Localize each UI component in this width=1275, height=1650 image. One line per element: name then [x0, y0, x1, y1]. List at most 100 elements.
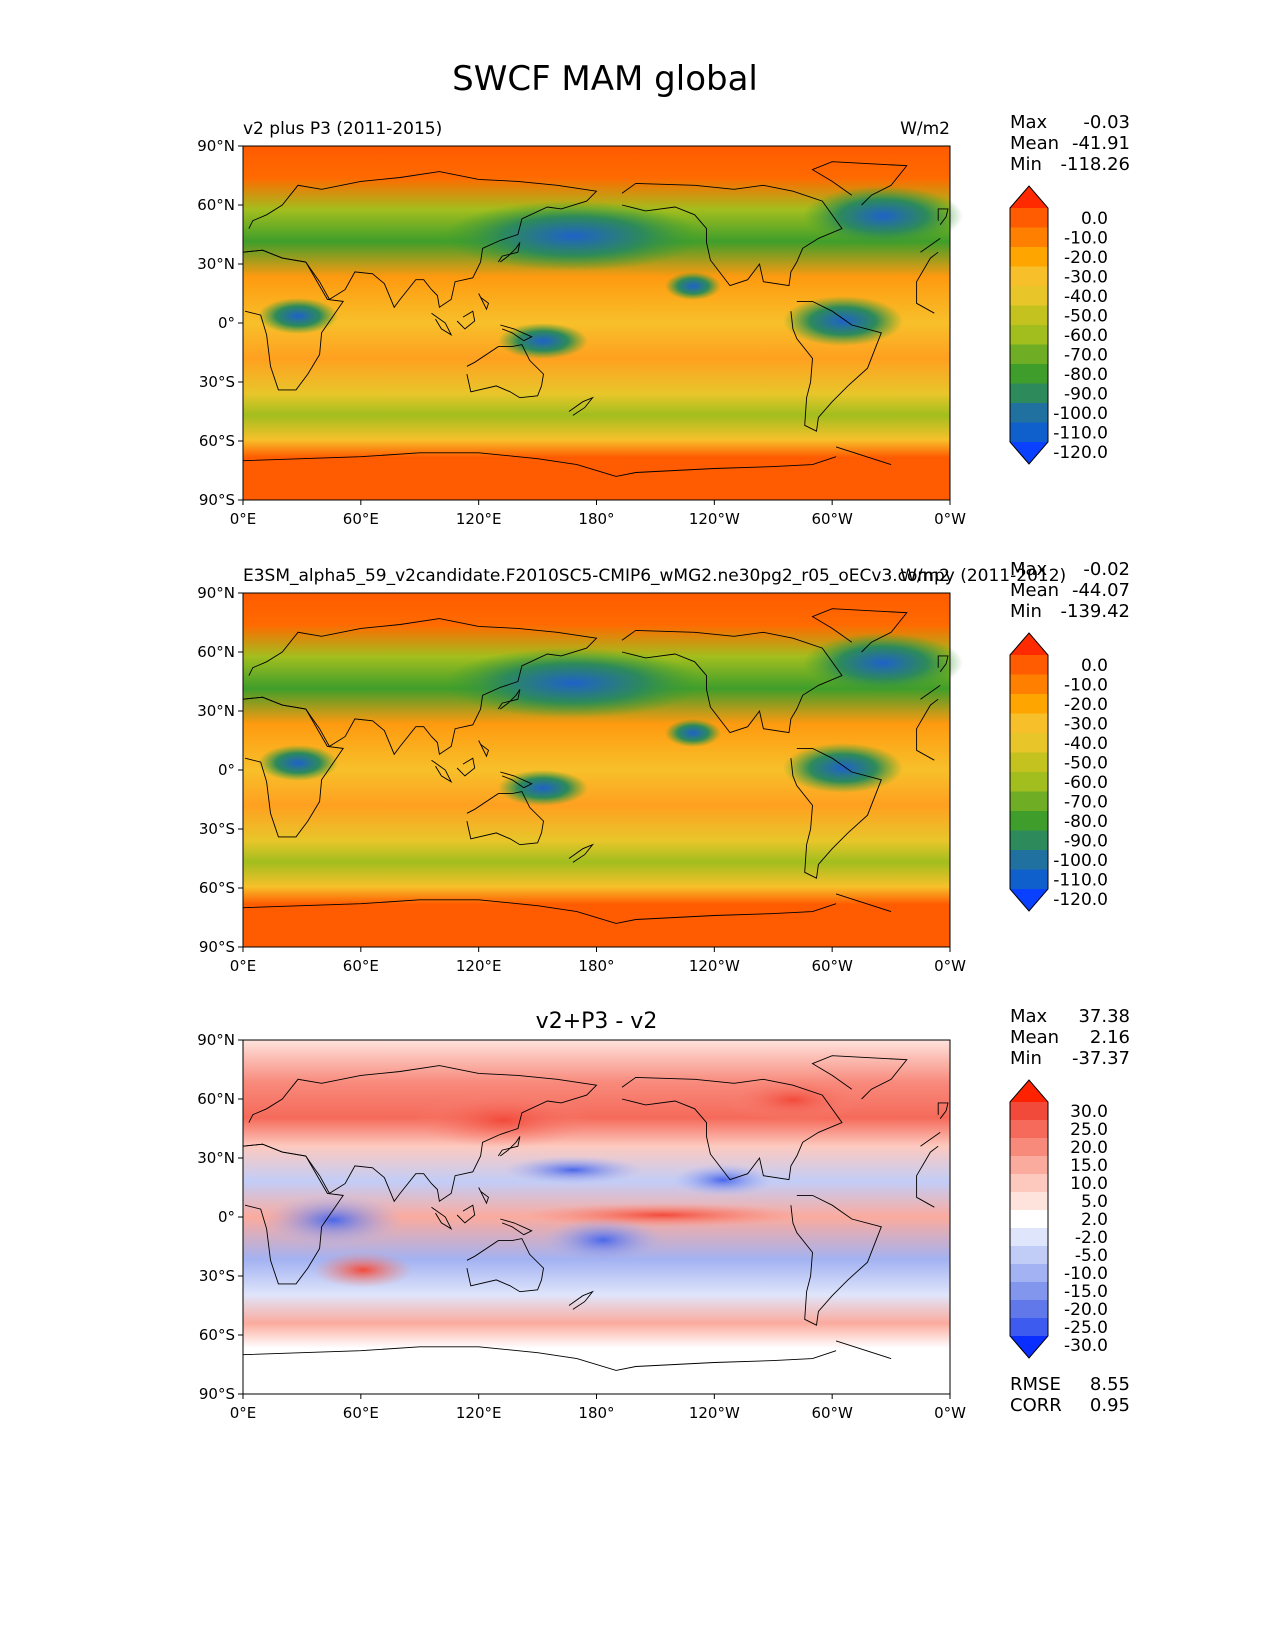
x-tick-label: 60°W [811, 1404, 853, 1422]
colorbar-tick-label: 20.0 [1070, 1138, 1108, 1158]
colorbar-frame [1009, 632, 1049, 912]
field-feature [665, 272, 721, 300]
colorbar-swatch [1010, 713, 1048, 734]
stat-label-mean: Mean [1010, 580, 1059, 601]
y-tick-label: 90°S [199, 1385, 235, 1403]
colorbar-swatch [1010, 1210, 1048, 1229]
y-tick-label: 30°S [199, 373, 235, 391]
colorbar-tick-label: -80.0 [1064, 812, 1108, 832]
colorbar-tick-label: 0.0 [1081, 656, 1108, 676]
coastline [790, 747, 882, 879]
colorbar-extend-bottom [1010, 889, 1048, 911]
coastline [242, 446, 892, 477]
coastline [466, 1238, 544, 1293]
field-feature [543, 1218, 663, 1262]
field-feature [665, 719, 721, 747]
colorbar-swatch [1010, 286, 1048, 306]
map-panel-test: 0°E 60°E 120°E 180° 120°W 60°W 0°W 90°N 60°N 30°N… [197, 112, 1130, 528]
colorbar-swatch [1010, 869, 1048, 890]
colorbar-swatch [1010, 1174, 1048, 1193]
coastline [811, 608, 908, 653]
colorbar-tick-label: -120.0 [1053, 890, 1108, 910]
coastline [621, 1076, 843, 1181]
colorbar-swatch [1010, 325, 1048, 345]
colorbar-swatch [1010, 772, 1048, 792]
stat-value-mean: 2.16 [1090, 1027, 1130, 1048]
colorbar-swatch [1010, 1246, 1048, 1265]
colorbar-tick-label: 2.0 [1081, 1210, 1108, 1230]
colorbar-tick-label: 5.0 [1081, 1192, 1108, 1212]
y-tick-label: 0° [218, 1208, 235, 1226]
field-feature [783, 743, 903, 793]
x-tick-label: 120°W [689, 510, 740, 528]
x-tick-label: 120°W [689, 1404, 740, 1422]
y-tick-label: 60°S [199, 879, 235, 897]
y-tick-label: 60°N [197, 1090, 235, 1108]
coastline [937, 1102, 949, 1119]
coastline [811, 1055, 908, 1100]
colorbar-swatch [1010, 830, 1048, 851]
colorbar-swatch [1010, 227, 1048, 248]
map-panel-reference: 0°E 60°E 120°E 180° 120°W 60°W 0°W 90°N 60°N 30°N… [197, 559, 1130, 975]
colorbar-swatch [1010, 1228, 1048, 1247]
colorbar-tick-label: -10.0 [1064, 675, 1108, 695]
colorbar-tick-label: -90.0 [1064, 384, 1108, 404]
x-tick-label: 120°E [456, 510, 502, 528]
colorbar-swatch [1010, 1138, 1048, 1157]
y-tick-label: 30°N [197, 255, 235, 273]
colorbar-tick-label: -40.0 [1064, 287, 1108, 307]
field-feature [258, 745, 338, 781]
coastline [811, 161, 908, 206]
coastline [466, 791, 544, 846]
colorbar-tick-label: -10.0 [1064, 1264, 1108, 1284]
colorbar-swatch [1010, 247, 1048, 267]
colorbar-tick-label: -25.0 [1064, 1318, 1108, 1338]
rmse-label: RMSE [1010, 1374, 1061, 1395]
field-feature [263, 1195, 403, 1245]
colorbar-swatch [1010, 1300, 1048, 1319]
colorbar-extend-bottom [1010, 442, 1048, 464]
coastline [497, 689, 521, 710]
x-tick-label: 60°E [343, 957, 379, 975]
colorbar-tick-label: -20.0 [1064, 1300, 1108, 1320]
colorbar-tick-label: -20.0 [1064, 248, 1108, 268]
colorbar-swatch [1010, 1120, 1048, 1139]
colorbar-swatch [1010, 1282, 1048, 1301]
x-tick-label: 0°W [934, 510, 966, 528]
colorbar-tick-label: -30.0 [1064, 1336, 1108, 1356]
panel-units: W/m2 [900, 119, 950, 139]
x-tick-label: 60°W [811, 510, 853, 528]
colorbar-tick-label: -60.0 [1064, 326, 1108, 346]
colorbar-frame [1009, 1079, 1049, 1359]
colorbar-tick-label: -120.0 [1053, 443, 1108, 463]
stat-value-mean: -44.07 [1072, 580, 1130, 601]
colorbar-swatch [1010, 208, 1048, 228]
colorbar-tick-label: -60.0 [1064, 773, 1108, 793]
colorbar-swatch [1010, 752, 1048, 773]
panel-units: W/m2 [900, 566, 950, 586]
colorbar-tick-label: -40.0 [1064, 734, 1108, 754]
coastline [568, 1290, 595, 1310]
stat-label-max: Max [1010, 559, 1048, 580]
x-tick-label: 180° [578, 510, 614, 528]
coastline [500, 324, 533, 342]
stat-value-min: -37.37 [1072, 1048, 1130, 1069]
colorbar-tick-label: 0.0 [1081, 209, 1108, 229]
colorbar-tick-label: -2.0 [1075, 1228, 1108, 1248]
y-tick-label: 90°S [199, 938, 235, 956]
y-tick-label: 30°N [197, 702, 235, 720]
colorbar-tick-label: -70.0 [1064, 345, 1108, 365]
stat-value-min: -139.42 [1061, 601, 1130, 622]
stat-label-min: Min [1010, 601, 1042, 622]
colorbar-tick-label: -30.0 [1064, 267, 1108, 287]
stat-value-max: -0.03 [1083, 112, 1130, 133]
y-tick-label: 90°N [197, 584, 235, 602]
y-tick-label: 60°N [197, 643, 235, 661]
colorbar-swatch [1010, 403, 1048, 423]
colorbar-swatch [1010, 850, 1048, 870]
y-tick-label: 60°N [197, 196, 235, 214]
field-feature [803, 633, 963, 693]
coastline [242, 1065, 941, 1203]
colorbar-swatch [1010, 791, 1048, 812]
coastline [500, 1218, 533, 1236]
